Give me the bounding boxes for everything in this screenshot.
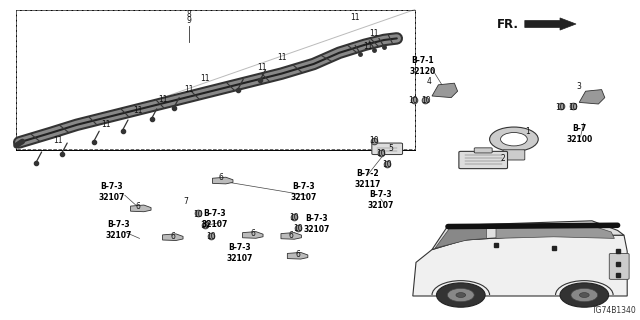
- Circle shape: [490, 127, 538, 151]
- Polygon shape: [131, 205, 151, 212]
- Text: FR.: FR.: [497, 18, 518, 30]
- Text: 1: 1: [525, 127, 531, 136]
- Text: 10: 10: [369, 136, 380, 145]
- Polygon shape: [212, 177, 233, 184]
- Text: B-7-3
32107: B-7-3 32107: [227, 243, 253, 263]
- Text: 10: 10: [193, 210, 204, 219]
- Text: TG74B1340: TG74B1340: [592, 306, 637, 315]
- Circle shape: [456, 292, 466, 298]
- Text: 11: 11: [159, 95, 168, 104]
- Text: 11: 11: [133, 106, 142, 115]
- Text: B-7-3
32107: B-7-3 32107: [99, 182, 125, 202]
- Circle shape: [579, 292, 589, 298]
- Text: B-7-3
32107: B-7-3 32107: [201, 209, 228, 229]
- FancyBboxPatch shape: [609, 253, 629, 279]
- Polygon shape: [435, 227, 486, 248]
- Text: 10: 10: [568, 103, 578, 112]
- Text: 11: 11: [258, 63, 267, 72]
- Text: B-7-2
32117: B-7-2 32117: [355, 169, 381, 189]
- Text: 4: 4: [426, 77, 431, 86]
- Polygon shape: [163, 234, 183, 241]
- Text: 5: 5: [388, 144, 393, 153]
- Text: 11: 11: [277, 53, 286, 62]
- Text: 9: 9: [186, 16, 191, 25]
- Circle shape: [447, 288, 474, 302]
- Text: 10: 10: [382, 160, 392, 169]
- FancyBboxPatch shape: [372, 143, 403, 155]
- Polygon shape: [579, 90, 605, 104]
- Text: 10: 10: [420, 96, 431, 105]
- Text: 10: 10: [555, 103, 565, 112]
- Text: 6: 6: [170, 232, 175, 241]
- Text: B-7-3
32107: B-7-3 32107: [303, 214, 330, 234]
- Polygon shape: [432, 221, 624, 250]
- Text: 11: 11: [184, 85, 193, 94]
- Polygon shape: [287, 252, 308, 259]
- Text: 2: 2: [500, 154, 505, 163]
- Text: 6: 6: [218, 173, 223, 182]
- Text: 11: 11: [53, 136, 62, 145]
- Text: 11: 11: [364, 42, 372, 51]
- Polygon shape: [281, 233, 301, 239]
- Polygon shape: [413, 235, 627, 296]
- Text: B-7-3
32107: B-7-3 32107: [367, 190, 394, 210]
- Text: 11: 11: [351, 13, 360, 22]
- Circle shape: [436, 283, 485, 307]
- Text: 6: 6: [289, 231, 294, 240]
- Text: B-7
32100: B-7 32100: [566, 124, 593, 144]
- Text: 10: 10: [289, 213, 300, 222]
- Circle shape: [571, 288, 598, 302]
- Text: 11: 11: [101, 120, 110, 129]
- Text: 3: 3: [577, 82, 582, 91]
- Text: 11: 11: [200, 74, 209, 83]
- Text: 11: 11: [370, 29, 379, 38]
- Text: B-7-3
32107: B-7-3 32107: [105, 220, 132, 240]
- Text: 10: 10: [292, 224, 303, 233]
- FancyBboxPatch shape: [459, 151, 508, 169]
- Text: 8: 8: [186, 10, 191, 19]
- Text: 6: 6: [250, 229, 255, 238]
- Text: 10: 10: [200, 221, 210, 230]
- Polygon shape: [496, 225, 614, 238]
- Circle shape: [560, 283, 609, 307]
- Text: 10: 10: [408, 96, 418, 105]
- Text: 10: 10: [206, 232, 216, 241]
- Polygon shape: [432, 83, 458, 98]
- Polygon shape: [243, 232, 263, 238]
- Text: B-7-3
32107: B-7-3 32107: [291, 182, 317, 202]
- Text: B-7-1
32120: B-7-1 32120: [409, 56, 436, 76]
- FancyBboxPatch shape: [503, 150, 525, 160]
- Text: 10: 10: [376, 149, 386, 158]
- Text: 6: 6: [135, 202, 140, 211]
- Text: 6: 6: [295, 250, 300, 259]
- Text: 7: 7: [183, 197, 188, 206]
- FancyArrow shape: [525, 18, 576, 30]
- Circle shape: [500, 132, 527, 146]
- FancyBboxPatch shape: [474, 148, 492, 153]
